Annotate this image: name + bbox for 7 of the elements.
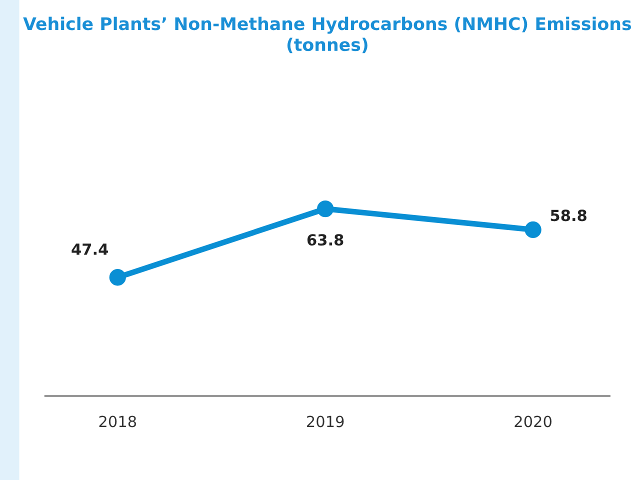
data-label: 63.8 — [307, 234, 344, 246]
x-tick-label: 2018 — [99, 416, 136, 428]
data-label: 58.8 — [550, 210, 586, 222]
data-label: 47.4 — [72, 244, 108, 255]
chart-title: Vehicle Plants’ Non-Methane Hydrocarbons (NMHC) Emissions (tonnes) — [23, 16, 632, 54]
x-tick-label: 2019 — [307, 416, 344, 428]
x-tick-label: 2020 — [514, 416, 552, 428]
